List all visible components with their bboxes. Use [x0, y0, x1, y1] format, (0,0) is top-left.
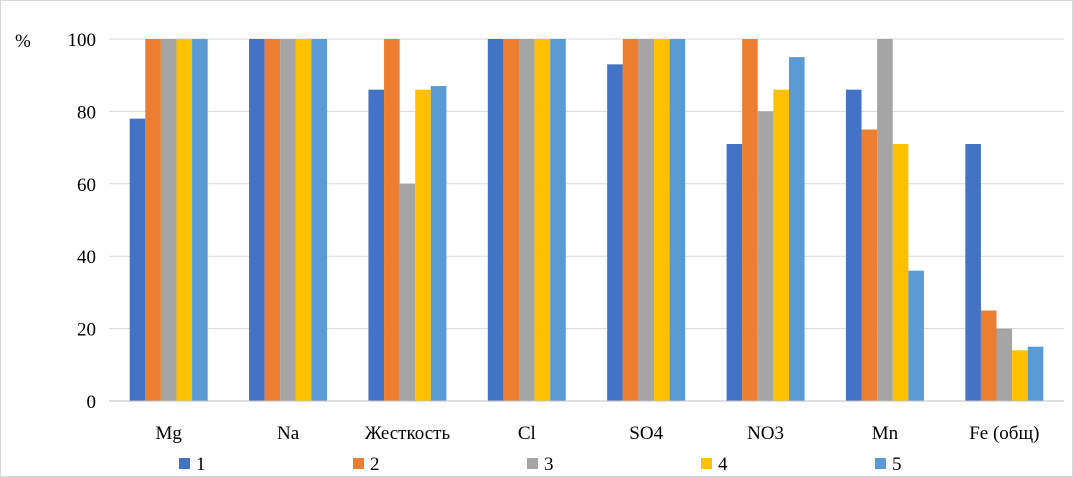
bar-SO4-series-2: [622, 39, 639, 401]
bars: [129, 39, 1044, 402]
legend-swatch-2: [353, 458, 364, 469]
legend-swatch-4: [701, 458, 712, 469]
bar-Mg-series-3: [160, 39, 177, 401]
legend-label-1: 1: [196, 454, 206, 475]
bar-NO3-series-1: [726, 143, 743, 402]
legend-swatch-5: [875, 458, 886, 469]
axes: 0 20 40 60 80 100 Mg Na Жесткость Cl SO4 NO3 Mn Fe (о…: [68, 30, 1064, 444]
bar-Cl-series-1: [487, 39, 504, 401]
bar-Cl-series-5: [550, 39, 566, 401]
bar-Fe (общ)-series-5: [1027, 346, 1044, 401]
y-tick-label-100: 100: [68, 30, 97, 51]
bar-Na-series-2: [264, 39, 281, 401]
bar-NO3-series-2: [742, 39, 758, 401]
legend-swatch-1: [179, 458, 190, 469]
x-tick-label-1: Na: [277, 423, 300, 444]
bar-Mn-series-3: [877, 39, 893, 401]
bar-Mg-series-1: [129, 118, 146, 401]
bar-Fe (общ)-series-4: [1012, 350, 1028, 401]
legend-label-5: 5: [892, 454, 902, 475]
x-tick-label-4: SO4: [629, 423, 663, 444]
bar-Mn-series-2: [861, 129, 878, 401]
y-tick-label-80: 80: [77, 102, 96, 123]
x-tick-label-2: Жесткость: [365, 423, 451, 444]
bar-Жесткость-series-4: [415, 89, 431, 402]
bar-Жесткость-series-5: [430, 86, 447, 401]
bar-Fe (общ)-series-2: [980, 310, 997, 401]
bar-Mn-series-4: [892, 143, 909, 402]
bar-SO4-series-4: [653, 39, 670, 401]
bar-NO3-series-5: [788, 57, 805, 401]
bar-SO4-series-1: [607, 64, 623, 401]
legend-label-3: 3: [544, 454, 554, 475]
bar-Fe (общ)-series-3: [996, 328, 1013, 401]
bar-NO3-series-4: [773, 89, 789, 402]
bar-NO3-series-3: [757, 111, 774, 402]
bar-Cl-series-3: [519, 39, 535, 401]
bar-Жесткость-series-1: [368, 89, 385, 402]
x-tick-label-7: Fe (общ): [969, 423, 1039, 444]
legend-swatch-3: [527, 458, 538, 469]
y-tick-label-0: 0: [87, 392, 97, 413]
x-tick-label-6: Mn: [872, 423, 899, 444]
bar-Na-series-4: [295, 39, 312, 401]
y-tick-label-60: 60: [77, 175, 96, 196]
bar-SO4-series-3: [638, 39, 654, 401]
x-tick-label-5: NO3: [747, 423, 784, 444]
bar-Жесткость-series-3: [399, 183, 416, 401]
bar-Mg-series-4: [176, 39, 193, 401]
bar-Mn-series-1: [845, 89, 862, 402]
bar-Mg-series-2: [145, 39, 161, 401]
x-tick-label-0: Mg: [155, 423, 182, 444]
bar-Na-series-3: [280, 39, 296, 401]
y-unit-label: %: [15, 31, 31, 52]
bar-Mg-series-5: [192, 39, 208, 401]
y-tick-label-20: 20: [77, 320, 96, 341]
bar-Cl-series-4: [534, 39, 551, 401]
bar-Cl-series-2: [503, 39, 520, 401]
bar-SO4-series-5: [669, 39, 686, 401]
bar-Na-series-1: [249, 39, 265, 401]
legend-label-2: 2: [370, 454, 380, 475]
bar-Na-series-5: [311, 39, 328, 401]
bar-Mn-series-5: [908, 270, 924, 401]
bar-Жесткость-series-2: [384, 39, 400, 401]
legend-label-4: 4: [718, 454, 728, 475]
x-tick-label-3: Cl: [518, 423, 536, 444]
legend: 1 2 3 4 5: [179, 454, 902, 475]
y-tick-label-40: 40: [77, 247, 96, 268]
bar-Fe (общ)-series-1: [965, 143, 981, 402]
